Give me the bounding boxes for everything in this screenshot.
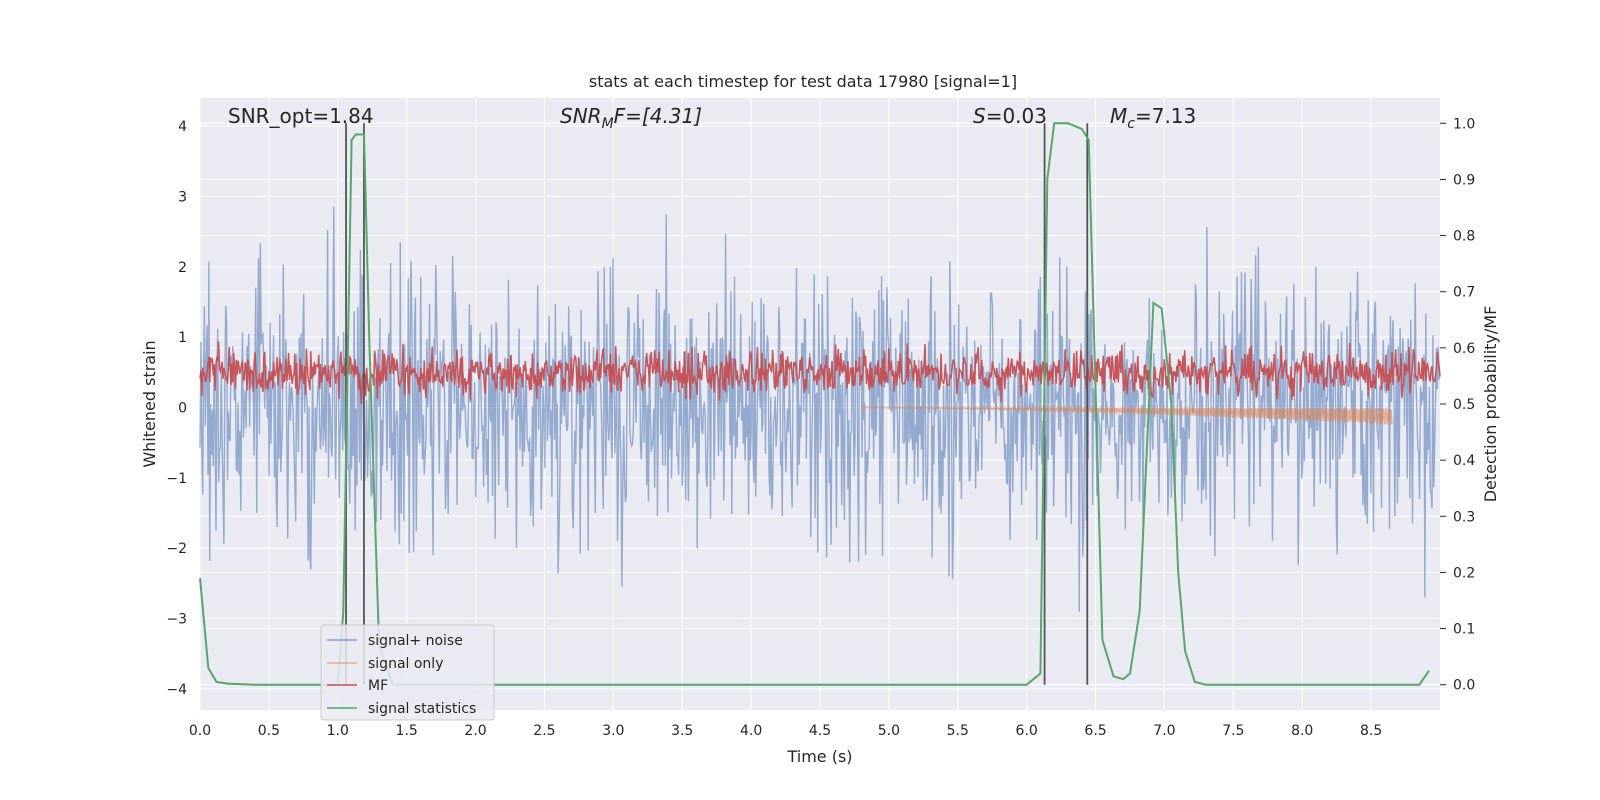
legend-label-mf: MF	[368, 678, 388, 694]
annotation-s-rest: =0.03	[986, 104, 1047, 128]
annotation-snr-mf-main: SNR	[560, 104, 602, 128]
annotation-snr-mf-sub: M	[602, 116, 614, 132]
plot-area	[199, 122, 1441, 686]
x-tick-label: 8.5	[1360, 723, 1382, 739]
y-right-tick-label: 0.6	[1453, 341, 1475, 357]
x-tick-label: 1.5	[396, 723, 418, 739]
x-tick-label: 8.0	[1291, 723, 1313, 739]
y-tick-label: 1	[178, 330, 187, 346]
y-tick-label: −1	[166, 471, 187, 487]
x-tick-label: 4.5	[809, 723, 831, 739]
series-signal-statistics	[199, 122, 1430, 686]
y-axis-label: Whitened strain	[140, 340, 159, 467]
y-tick-label: 3	[178, 189, 187, 205]
y-axis-ticks: 4 3 2 1 0 −1 −2 −3 −4	[166, 119, 187, 698]
annotation-mc-main: M	[1110, 104, 1127, 128]
x-tick-label: 3.5	[671, 723, 693, 739]
x-axis-ticks: 0.0 0.5 1.0 1.5 2.0 2.5 3.0 3.5 4.0 4.5 5.0 5.5 6.0 6…	[189, 723, 1382, 739]
x-tick-label: 5.5	[947, 723, 969, 739]
y-right-tick-label: 0.3	[1453, 509, 1475, 525]
y-right-axis-ticks: 1.0 0.9 0.8 0.7 0.6 0.5 0.4 0.3 0.2 0.1 0.0	[1440, 116, 1475, 694]
annotation-mc-rest: =7.13	[1135, 104, 1196, 128]
series-signal-only	[861, 404, 1393, 426]
y-right-tick-label: 0.4	[1453, 453, 1475, 469]
series-signal-noise	[199, 206, 1441, 612]
annotation-snr-opt: SNR_opt=1.84	[228, 104, 374, 128]
x-tick-label: 6.0	[1016, 723, 1038, 739]
y-tick-label: −4	[166, 682, 187, 698]
annotation-s-main: S	[973, 104, 986, 128]
x-axis-label: Time (s)	[786, 747, 852, 766]
x-tick-label: 4.0	[740, 723, 762, 739]
y-tick-label: 4	[178, 119, 187, 135]
x-tick-label: 3.0	[602, 723, 624, 739]
annotation-snr-mf-rest: F=[4.31]	[614, 104, 702, 128]
y-right-tick-label: 0.0	[1453, 678, 1475, 694]
y-tick-label: −3	[166, 612, 187, 628]
legend-box	[320, 624, 495, 721]
x-tick-label: 2.5	[533, 723, 555, 739]
x-tick-label: 7.5	[1222, 723, 1244, 739]
annotation-mc-sub: c	[1127, 116, 1135, 132]
x-tick-label: 6.5	[1084, 723, 1106, 739]
x-tick-label: 1.0	[327, 723, 349, 739]
chart-title: stats at each timestep for test data 179…	[589, 72, 1017, 91]
y-tick-label: 0	[178, 401, 187, 417]
series-mf	[199, 341, 1441, 405]
legend-label-signal-only: signal only	[368, 656, 443, 672]
annotation-mc: Mc=7.13	[1110, 104, 1196, 132]
y-right-axis-label: Detection probability/MF	[1481, 306, 1500, 503]
y-right-tick-label: 0.2	[1453, 565, 1475, 581]
y-right-tick-label: 0.5	[1453, 397, 1475, 413]
x-tick-label: 2.0	[464, 723, 486, 739]
y-right-tick-label: 0.9	[1453, 172, 1475, 188]
y-right-tick-label: 0.1	[1453, 622, 1475, 638]
y-tick-label: −2	[166, 541, 187, 557]
legend: signal+ noise signal only MF signal stat…	[320, 624, 495, 721]
x-tick-label: 0.5	[258, 723, 280, 739]
x-tick-label: 5.0	[878, 723, 900, 739]
y-right-tick-label: 1.0	[1453, 116, 1475, 132]
y-right-tick-label: 0.8	[1453, 229, 1475, 245]
y-tick-label: 2	[178, 260, 187, 276]
legend-label-signal-noise: signal+ noise	[368, 633, 463, 649]
annotation-snr-mf: SNRMF=[4.31]	[560, 104, 702, 132]
y-right-tick-label: 0.7	[1453, 285, 1475, 301]
x-tick-label: 7.0	[1153, 723, 1175, 739]
x-tick-label: 0.0	[189, 723, 211, 739]
legend-label-signal-statistics: signal statistics	[368, 701, 476, 717]
annotation-s: S=0.03	[973, 104, 1047, 128]
